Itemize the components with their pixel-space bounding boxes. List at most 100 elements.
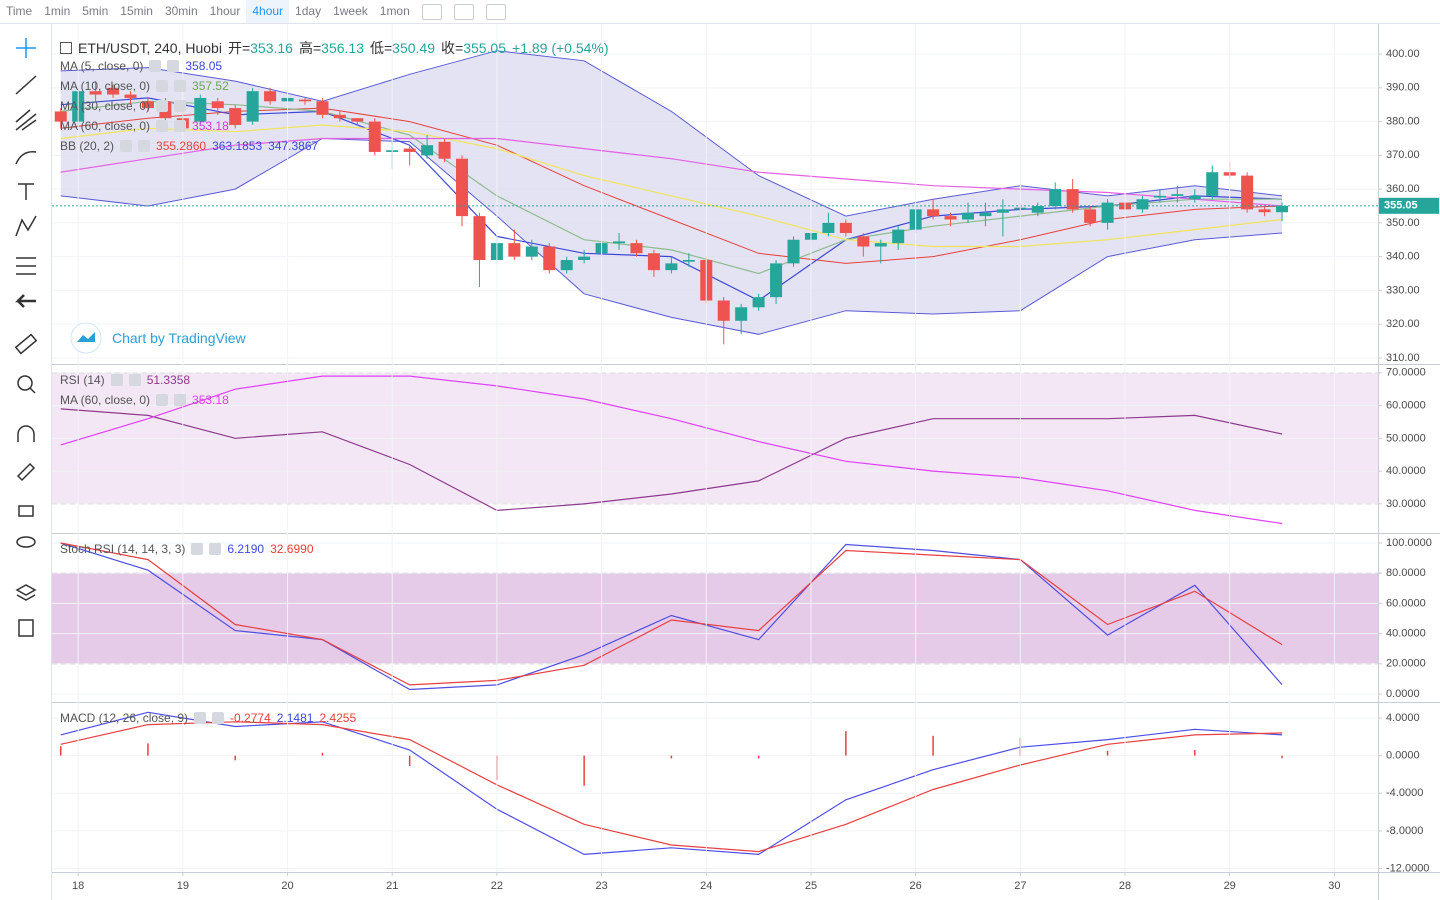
price-change: +1.89 (+0.54%) bbox=[512, 40, 609, 56]
indicator-legend: Stoch RSI (14, 14, 3, 3) 6.2190 32.6990 bbox=[60, 541, 314, 557]
ohlc-value: 355.05 bbox=[463, 40, 507, 56]
candle-body bbox=[874, 243, 887, 247]
hide-toolbar[interactable] bbox=[14, 294, 36, 308]
candle-body bbox=[979, 212, 992, 217]
magnet-tool[interactable] bbox=[17, 425, 35, 442]
x-tick-label: 21 bbox=[386, 880, 398, 892]
visibility-tool[interactable] bbox=[16, 536, 36, 548]
y-tick-label: -8.0000 bbox=[1386, 825, 1423, 837]
interval-button[interactable]: 1day bbox=[295, 4, 322, 18]
text-tool[interactable] bbox=[18, 183, 34, 200]
chart-style-button[interactable] bbox=[421, 3, 442, 20]
candle-body bbox=[630, 243, 643, 254]
legend-name: MACD (12, 26, close, 9) bbox=[60, 711, 189, 725]
y-tick-label: 340.00 bbox=[1386, 251, 1420, 263]
legend-remove[interactable] bbox=[138, 140, 151, 152]
legend-settings[interactable] bbox=[156, 80, 169, 92]
candle-body bbox=[560, 260, 573, 271]
trendline-tool[interactable] bbox=[15, 75, 37, 95]
legend-value: -0.2774 bbox=[230, 711, 271, 725]
candle-body bbox=[839, 222, 852, 233]
indicator-line bbox=[60, 721, 1283, 853]
y-tick-label: 310.00 bbox=[1386, 352, 1420, 364]
candle-body bbox=[961, 212, 974, 220]
indicator-legend: MA (60, close, 0) 353.18 bbox=[60, 118, 229, 134]
candle-body bbox=[665, 263, 678, 271]
interval-button[interactable]: 1min bbox=[44, 4, 71, 18]
legend-settings[interactable] bbox=[110, 374, 123, 386]
legend-value: 358.05 bbox=[185, 59, 223, 73]
bollinger-middle bbox=[60, 107, 1283, 264]
indicator-legend: MA (30, close, 0) bbox=[60, 98, 187, 114]
x-tick-label: 27 bbox=[1014, 880, 1026, 892]
candle-body bbox=[1171, 194, 1184, 196]
legend-settings[interactable] bbox=[156, 394, 169, 406]
interval-button[interactable]: Time bbox=[6, 4, 33, 18]
interval-button[interactable]: 1week bbox=[333, 4, 368, 18]
symbol-title: ETH/USDT, 240, Huobi bbox=[78, 40, 222, 56]
legend-settings[interactable] bbox=[156, 120, 169, 132]
interval-button[interactable]: 4hour bbox=[246, 0, 290, 23]
legend-remove[interactable] bbox=[167, 60, 180, 72]
legend-settings[interactable] bbox=[191, 543, 204, 555]
y-tick-label: 0.0000 bbox=[1386, 750, 1420, 762]
ohlc-item: 收=355.05 bbox=[441, 38, 506, 58]
legend-settings[interactable] bbox=[194, 712, 207, 724]
layers-tool[interactable] bbox=[15, 584, 37, 601]
screenshot-button[interactable] bbox=[485, 3, 506, 20]
candle-body bbox=[124, 94, 137, 98]
candle-body bbox=[351, 118, 364, 122]
pattern-tool[interactable] bbox=[15, 215, 37, 237]
legend-value: 2.1481 bbox=[276, 711, 314, 725]
legend-value: 51.3358 bbox=[146, 373, 191, 387]
candle-body bbox=[333, 114, 346, 119]
y-tick-label: 20.0000 bbox=[1386, 658, 1426, 670]
candle-body bbox=[682, 260, 695, 262]
fib-tool[interactable] bbox=[16, 257, 36, 275]
candle-body bbox=[1049, 189, 1062, 206]
ohlc-label: 收= bbox=[441, 40, 464, 56]
legend-remove[interactable] bbox=[174, 80, 187, 92]
legend-remove[interactable] bbox=[209, 543, 222, 555]
candle-body bbox=[892, 229, 905, 244]
legend-remove[interactable] bbox=[174, 394, 187, 406]
measure-tool[interactable] bbox=[14, 333, 38, 355]
collapse-icon[interactable] bbox=[60, 42, 72, 54]
crosshair-tool[interactable] bbox=[16, 38, 36, 58]
interval-button[interactable]: 5min bbox=[82, 4, 109, 18]
pitchfork-tool[interactable] bbox=[15, 109, 37, 131]
delete-tool[interactable] bbox=[18, 619, 34, 637]
interval-button[interactable]: 1hour bbox=[209, 4, 241, 18]
legend-settings[interactable] bbox=[156, 100, 169, 112]
candle-body bbox=[421, 145, 434, 156]
candle-body bbox=[403, 148, 416, 152]
legend-remove[interactable] bbox=[212, 712, 225, 724]
candle-body bbox=[211, 101, 224, 109]
lock-draw-tool[interactable] bbox=[16, 462, 36, 482]
interval-button[interactable]: 1mon bbox=[379, 4, 410, 18]
legend-settings[interactable] bbox=[120, 140, 133, 152]
legend-settings[interactable] bbox=[149, 60, 162, 72]
legend-name: Stoch RSI (14, 14, 3, 3) bbox=[60, 542, 186, 556]
settings-button[interactable] bbox=[453, 3, 474, 20]
candle-body bbox=[438, 141, 451, 159]
interval-button[interactable]: 30min bbox=[164, 4, 198, 18]
x-tick-label: 28 bbox=[1119, 880, 1131, 892]
candle-body bbox=[89, 91, 102, 95]
lock-tool[interactable] bbox=[18, 505, 34, 517]
last-price-tag bbox=[1379, 197, 1439, 214]
candle-body bbox=[944, 216, 957, 220]
x-tick-label: 19 bbox=[177, 880, 189, 892]
candle-body bbox=[543, 246, 556, 271]
brush-tool[interactable] bbox=[15, 151, 37, 165]
candle-body bbox=[1084, 209, 1097, 223]
x-tick-label: 30 bbox=[1328, 880, 1340, 892]
interval-button[interactable]: 15min bbox=[120, 4, 153, 18]
legend-remove[interactable] bbox=[174, 100, 187, 112]
legend-remove[interactable] bbox=[128, 374, 141, 386]
zoom-tool[interactable] bbox=[17, 375, 36, 394]
legend-value: 357.52 bbox=[192, 79, 229, 93]
ohlc-item: 高=356.13 bbox=[299, 38, 364, 58]
legend-remove[interactable] bbox=[174, 120, 187, 132]
indicator-line bbox=[60, 711, 1283, 856]
